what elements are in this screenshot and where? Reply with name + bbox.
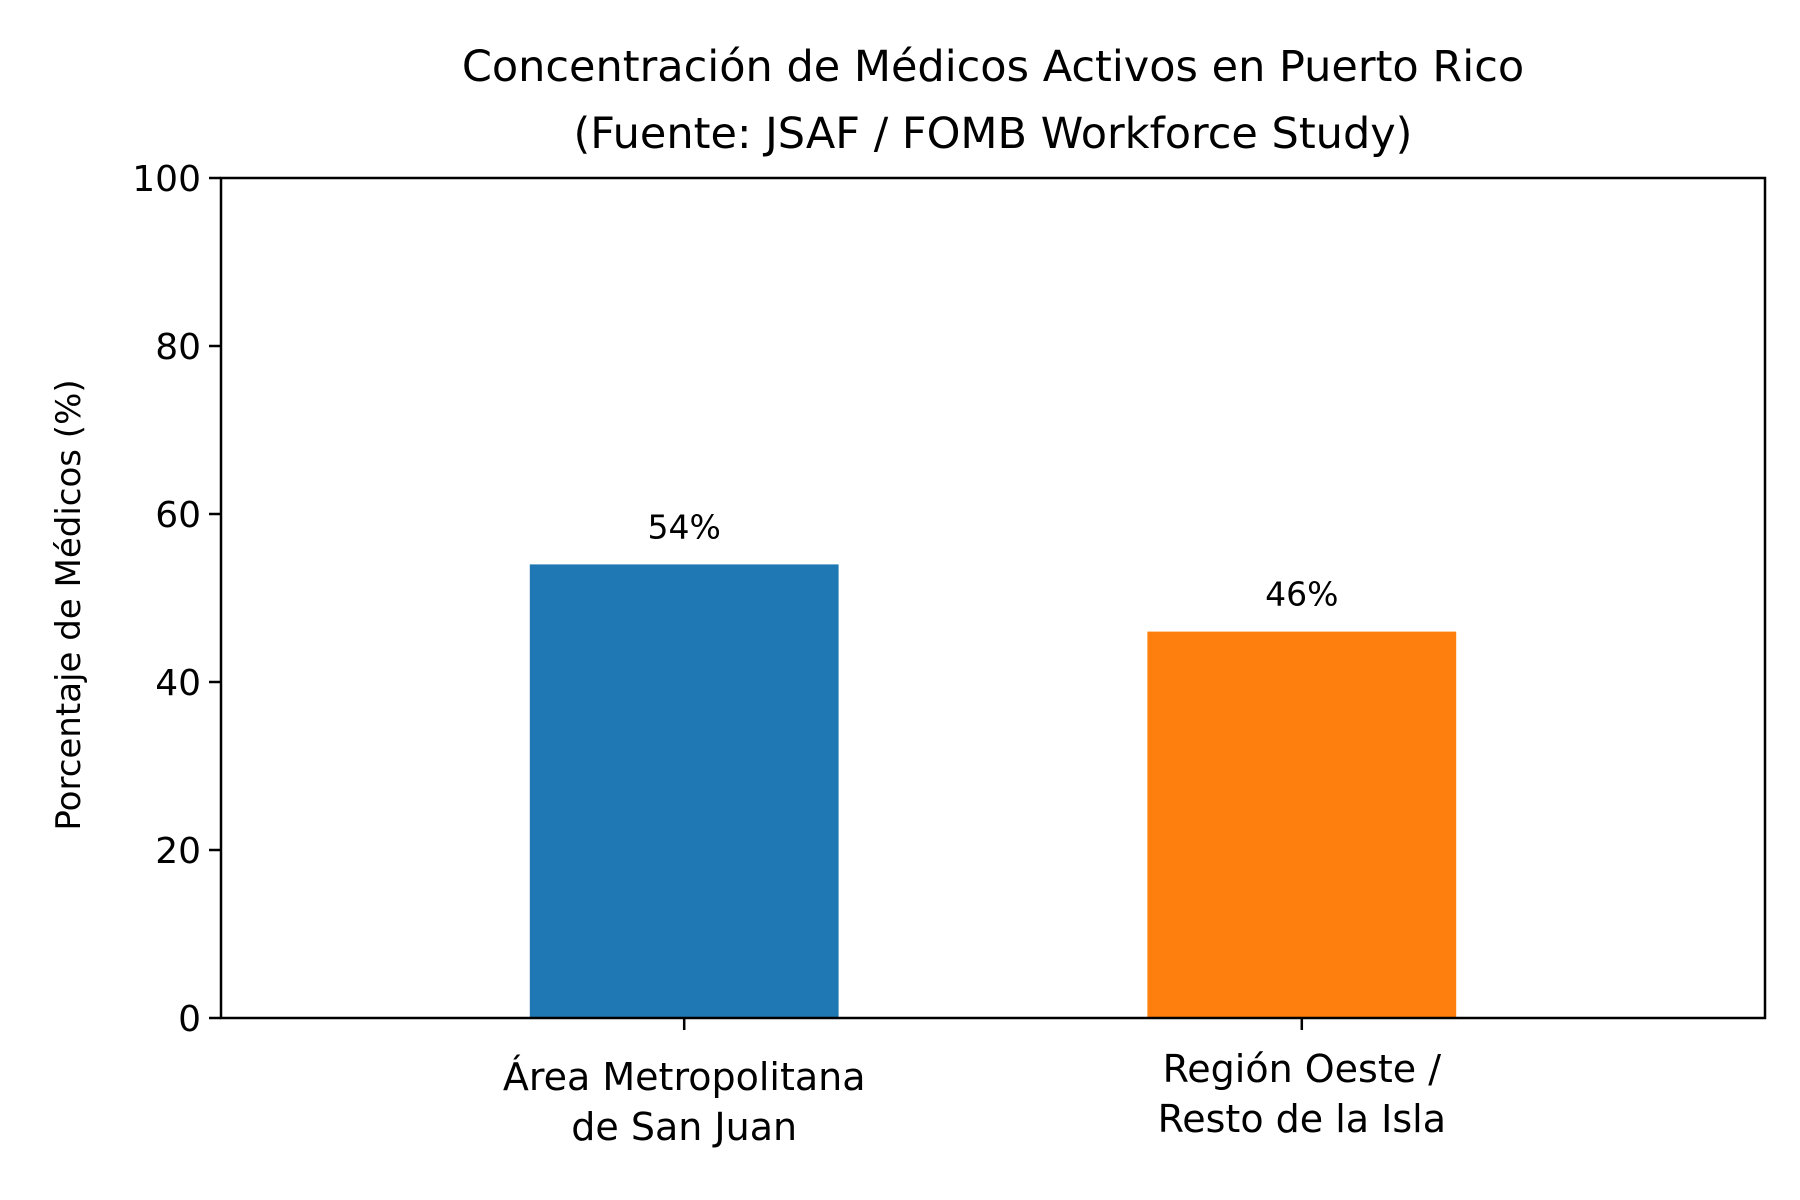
y-tick-label: 100: [132, 159, 201, 200]
y-tick-label: 40: [155, 663, 201, 704]
chart-title-line-1: Concentración de Médicos Activos en Puer…: [462, 42, 1524, 92]
y-tick-label: 80: [155, 327, 201, 368]
bar-value-label: 54%: [648, 507, 721, 546]
x-tick-label: Resto de la Isla: [1158, 1097, 1446, 1141]
bar: [529, 564, 839, 1018]
y-axis-label: Porcentaje de Médicos (%): [49, 379, 89, 830]
y-axis-ticks: 0 20 40 60 80 100: [132, 159, 221, 1040]
x-axis-ticks: Área Metropolitana de San Juan Región Oest…: [503, 1018, 1446, 1149]
bar-value-label: 46%: [1265, 575, 1338, 614]
plot-area-frame: [219, 176, 1767, 1020]
chart-title: Concentración de Médicos Activos en Puer…: [462, 42, 1524, 159]
chart-title-line-2: (Fuente: JSAF / FOMB Workforce Study): [574, 109, 1413, 159]
y-tick-label: 0: [178, 999, 201, 1040]
bar: [1147, 631, 1457, 1018]
data-labels: 54% 46%: [648, 507, 1339, 613]
bars: [529, 564, 1457, 1018]
y-tick-label: 20: [155, 831, 201, 872]
x-tick-label: Área Metropolitana: [503, 1055, 866, 1099]
x-tick-label: Región Oeste /: [1163, 1047, 1442, 1091]
y-tick-label: 60: [155, 495, 201, 536]
x-tick-label: de San Juan: [571, 1105, 797, 1149]
